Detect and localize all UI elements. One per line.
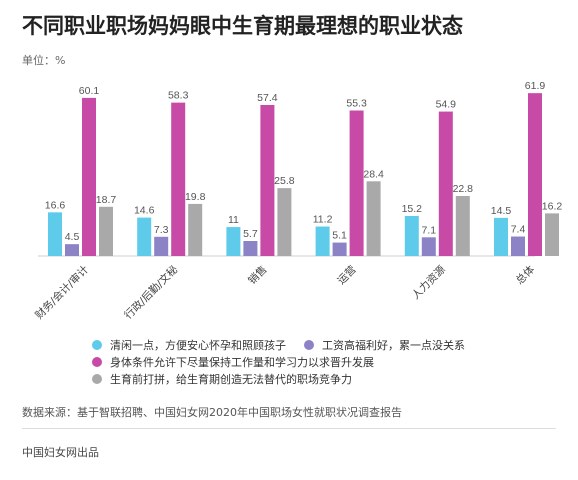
bar-4-5 <box>455 196 470 256</box>
bar-3-1 <box>82 97 96 256</box>
data-label-2-6: 7.4 <box>511 224 526 236</box>
bar-3-6 <box>528 93 542 256</box>
bar-3-3 <box>260 104 275 257</box>
legend-row-3: 生育前打拼，给生育期创造无法替代的职场竞争力 <box>92 370 465 387</box>
x-tick-label-4: 运营 <box>335 263 359 287</box>
bar-1-3 <box>226 227 241 256</box>
data-label-3-4: 55.3 <box>346 98 367 110</box>
data-label-2-4: 5.1 <box>332 230 347 242</box>
data-label-3-2: 58.3 <box>168 90 189 102</box>
data-label-4-4: 28.4 <box>363 168 384 180</box>
unit-label: 单位：% <box>22 54 66 67</box>
bar-3-4 <box>349 110 364 256</box>
bar-2-3 <box>243 241 258 256</box>
legend-swatch-3 <box>92 356 102 367</box>
bar-2-1 <box>65 244 79 256</box>
legend-label-1: 清闲一点，方便安心怀孕和照顾孩子 <box>110 338 286 352</box>
bar-4-6 <box>545 213 559 256</box>
data-label-4-5: 22.8 <box>453 183 474 195</box>
legend-item-2: 工资高福利好，累一点没关系 <box>304 337 465 353</box>
data-label-2-5: 7.1 <box>421 224 436 236</box>
data-label-4-3: 25.8 <box>274 175 295 187</box>
publisher-credit: 中国妇女网出品 <box>22 446 99 459</box>
bar-1-1 <box>48 212 62 256</box>
data-label-3-6: 61.9 <box>525 80 546 92</box>
x-tick-label-6: 总体 <box>513 263 537 287</box>
bar-1-5 <box>404 216 419 256</box>
data-label-1-5: 15.2 <box>402 203 423 215</box>
bar-4-1 <box>99 206 113 256</box>
bar-2-5 <box>421 237 436 256</box>
data-label-2-2: 7.3 <box>154 224 169 236</box>
data-label-1-2: 14.6 <box>134 205 155 217</box>
data-label-4-1: 18.7 <box>96 194 117 206</box>
x-tick-label-3: 销售 <box>245 263 269 287</box>
bar-3-5 <box>438 111 453 256</box>
data-label-3-1: 60.1 <box>79 85 100 97</box>
legend-row-1: 清闲一点，方便安心怀孕和照顾孩子 工资高福利好，累一点没关系 <box>92 336 465 353</box>
legend-row-2: 身体条件允许下尽量保持工作量和学习力以求晋升发展 <box>92 353 465 370</box>
legend-item-4: 生育前打拼，给生育期创造无法替代的职场竞争力 <box>92 371 352 387</box>
data-label-2-3: 5.7 <box>243 228 258 240</box>
bar-2-6 <box>511 236 525 256</box>
data-label-1-6: 14.5 <box>491 205 512 217</box>
legend-swatch-4 <box>92 373 102 384</box>
bar-2-4 <box>332 242 347 256</box>
data-label-3-3: 57.4 <box>257 92 278 104</box>
bar-1-6 <box>494 217 508 256</box>
data-label-2-1: 4.5 <box>65 231 80 243</box>
legend: 清闲一点，方便安心怀孕和照顾孩子 工资高福利好，累一点没关系 身体条件允许下尽量… <box>92 336 465 387</box>
legend-item-3: 身体条件允许下尽量保持工作量和学习力以求晋升发展 <box>92 354 374 370</box>
bar-1-4 <box>315 226 330 256</box>
legend-swatch-2 <box>304 339 314 350</box>
data-source: 数据来源：基于智联招聘、中国妇女网2020年中国职场女性就职状况调查报告 <box>22 406 402 419</box>
bar-2-2 <box>154 236 169 256</box>
data-label-3-5: 54.9 <box>436 99 457 111</box>
bar-chart: 16.6 4.5 60.1 18.7 财务/会计/审计 14.6 7.3 58.3 19.8 行政… <box>32 80 563 322</box>
data-label-4-6: 16.2 <box>542 200 563 212</box>
legend-item-1: 清闲一点，方便安心怀孕和照顾孩子 <box>92 337 286 353</box>
legend-swatch-1 <box>92 339 102 350</box>
x-tick-label-1: 财务/会计/审计 <box>32 263 91 322</box>
data-label-4-2: 19.8 <box>185 191 206 203</box>
bar-4-3 <box>277 188 292 256</box>
legend-label-3: 身体条件允许下尽量保持工作量和学习力以求晋升发展 <box>110 355 374 369</box>
bar-4-2 <box>188 203 203 256</box>
legend-label-2: 工资高福利好，累一点没关系 <box>322 338 465 352</box>
x-tick-label-2: 行政/后勤/文秘 <box>122 263 181 322</box>
bar-3-2 <box>171 102 186 256</box>
data-label-1-4: 11.2 <box>313 214 333 226</box>
divider <box>22 428 556 429</box>
x-tick-label-5: 人力资源 <box>409 263 448 302</box>
chart-title: 不同职业职场妈妈眼中生育期最理想的职业状态 <box>22 14 463 38</box>
data-label-1-3: 11 <box>228 214 239 226</box>
bar-4-4 <box>366 181 381 256</box>
bar-1-2 <box>137 217 152 256</box>
legend-label-4: 生育前打拼，给生育期创造无法替代的职场竞争力 <box>110 372 352 386</box>
data-label-1-1: 16.6 <box>45 199 66 211</box>
